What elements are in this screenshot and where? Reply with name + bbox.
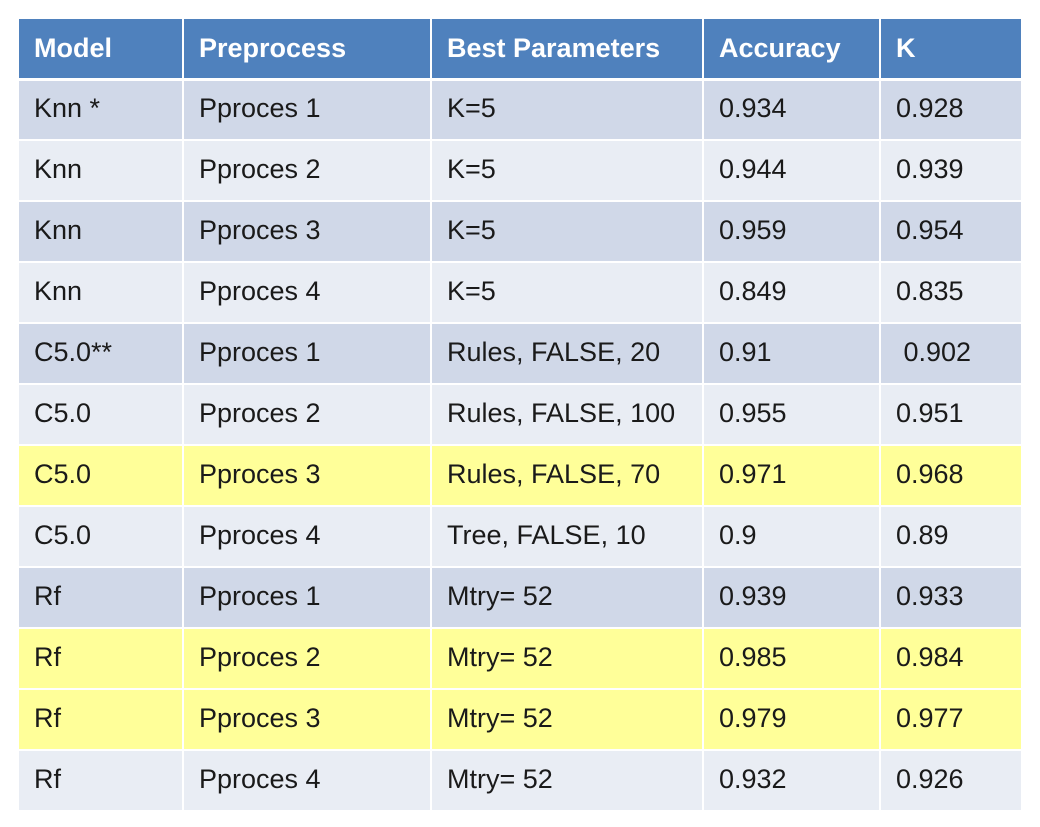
cell-preprocess: Pproces 2 — [182, 383, 432, 446]
table-row: C5.0** Pproces 1 Rules, FALSE, 20 0.91 0.90… — [17, 322, 1023, 385]
cell-best-parameters: Rules, FALSE, 20 — [430, 322, 704, 385]
cell-preprocess: Pproces 4 — [182, 261, 432, 324]
cell-model: Knn — [17, 139, 184, 202]
cell-k: 0.968 — [879, 444, 1023, 507]
cell-model: Knn * — [17, 78, 184, 141]
cell-model: Rf — [17, 566, 184, 629]
cell-preprocess: Pproces 3 — [182, 688, 432, 751]
cell-best-parameters: K=5 — [430, 261, 704, 324]
cell-k: 0.939 — [879, 139, 1023, 202]
cell-accuracy: 0.955 — [702, 383, 881, 446]
cell-accuracy: 0.944 — [702, 139, 881, 202]
cell-accuracy: 0.971 — [702, 444, 881, 507]
header-k: K — [879, 17, 1023, 81]
cell-preprocess: Pproces 4 — [182, 749, 432, 812]
table-row: Knn * Pproces 1 K=5 0.934 0.928 — [17, 78, 1023, 141]
cell-best-parameters: Mtry= 52 — [430, 627, 704, 690]
cell-best-parameters: K=5 — [430, 200, 704, 263]
cell-k: 0.835 — [879, 261, 1023, 324]
table-row: Knn Pproces 2 K=5 0.944 0.939 — [17, 139, 1023, 202]
cell-best-parameters: Tree, FALSE, 10 — [430, 505, 704, 568]
cell-accuracy: 0.985 — [702, 627, 881, 690]
cell-model: Rf — [17, 627, 184, 690]
cell-best-parameters: Mtry= 52 — [430, 749, 704, 812]
cell-accuracy: 0.959 — [702, 200, 881, 263]
table-row: C5.0 Pproces 2 Rules, FALSE, 100 0.955 0.951 — [17, 383, 1023, 446]
table-row: Knn Pproces 3 K=5 0.959 0.954 — [17, 200, 1023, 263]
cell-accuracy: 0.9 — [702, 505, 881, 568]
cell-k: 0.951 — [879, 383, 1023, 446]
cell-accuracy: 0.932 — [702, 749, 881, 812]
table-row: Rf Pproces 3 Mtry= 52 0.979 0.977 — [17, 688, 1023, 751]
results-table: Model Preprocess Best Parameters Accurac… — [17, 17, 1023, 812]
cell-preprocess: Pproces 3 — [182, 444, 432, 507]
cell-k: 0.902 — [879, 322, 1023, 385]
header-row: Model Preprocess Best Parameters Accurac… — [17, 17, 1023, 81]
header-accuracy: Accuracy — [702, 17, 881, 81]
cell-accuracy: 0.849 — [702, 261, 881, 324]
cell-best-parameters: Mtry= 52 — [430, 688, 704, 751]
table-row: Rf Pproces 4 Mtry= 52 0.932 0.926 — [17, 749, 1023, 812]
cell-preprocess: Pproces 1 — [182, 566, 432, 629]
cell-accuracy: 0.91 — [702, 322, 881, 385]
cell-k: 0.977 — [879, 688, 1023, 751]
cell-k: 0.984 — [879, 627, 1023, 690]
table-row: Knn Pproces 4 K=5 0.849 0.835 — [17, 261, 1023, 324]
cell-model: C5.0 — [17, 444, 184, 507]
table-row: C5.0 Pproces 3 Rules, FALSE, 70 0.971 0.968 — [17, 444, 1023, 507]
cell-best-parameters: K=5 — [430, 139, 704, 202]
cell-k: 0.954 — [879, 200, 1023, 263]
cell-model: C5.0 — [17, 505, 184, 568]
cell-model: Knn — [17, 261, 184, 324]
cell-model: Rf — [17, 688, 184, 751]
cell-model: Knn — [17, 200, 184, 263]
cell-accuracy: 0.939 — [702, 566, 881, 629]
header-model: Model — [17, 17, 184, 81]
cell-preprocess: Pproces 2 — [182, 139, 432, 202]
cell-best-parameters: Rules, FALSE, 70 — [430, 444, 704, 507]
header-preprocess: Preprocess — [182, 17, 432, 81]
cell-preprocess: Pproces 4 — [182, 505, 432, 568]
header-best-parameters: Best Parameters — [430, 17, 704, 81]
cell-preprocess: Pproces 2 — [182, 627, 432, 690]
cell-model: Rf — [17, 749, 184, 812]
table-row: Rf Pproces 1 Mtry= 52 0.939 0.933 — [17, 566, 1023, 629]
cell-best-parameters: Mtry= 52 — [430, 566, 704, 629]
cell-model: C5.0 — [17, 383, 184, 446]
cell-accuracy: 0.934 — [702, 78, 881, 141]
cell-k: 0.928 — [879, 78, 1023, 141]
cell-k: 0.926 — [879, 749, 1023, 812]
cell-k: 0.933 — [879, 566, 1023, 629]
cell-best-parameters: K=5 — [430, 78, 704, 141]
cell-preprocess: Pproces 3 — [182, 200, 432, 263]
cell-best-parameters: Rules, FALSE, 100 — [430, 383, 704, 446]
cell-accuracy: 0.979 — [702, 688, 881, 751]
table-row: Rf Pproces 2 Mtry= 52 0.985 0.984 — [17, 627, 1023, 690]
cell-preprocess: Pproces 1 — [182, 78, 432, 141]
table-row: C5.0 Pproces 4 Tree, FALSE, 10 0.9 0.89 — [17, 505, 1023, 568]
cell-k: 0.89 — [879, 505, 1023, 568]
cell-preprocess: Pproces 1 — [182, 322, 432, 385]
cell-model: C5.0** — [17, 322, 184, 385]
